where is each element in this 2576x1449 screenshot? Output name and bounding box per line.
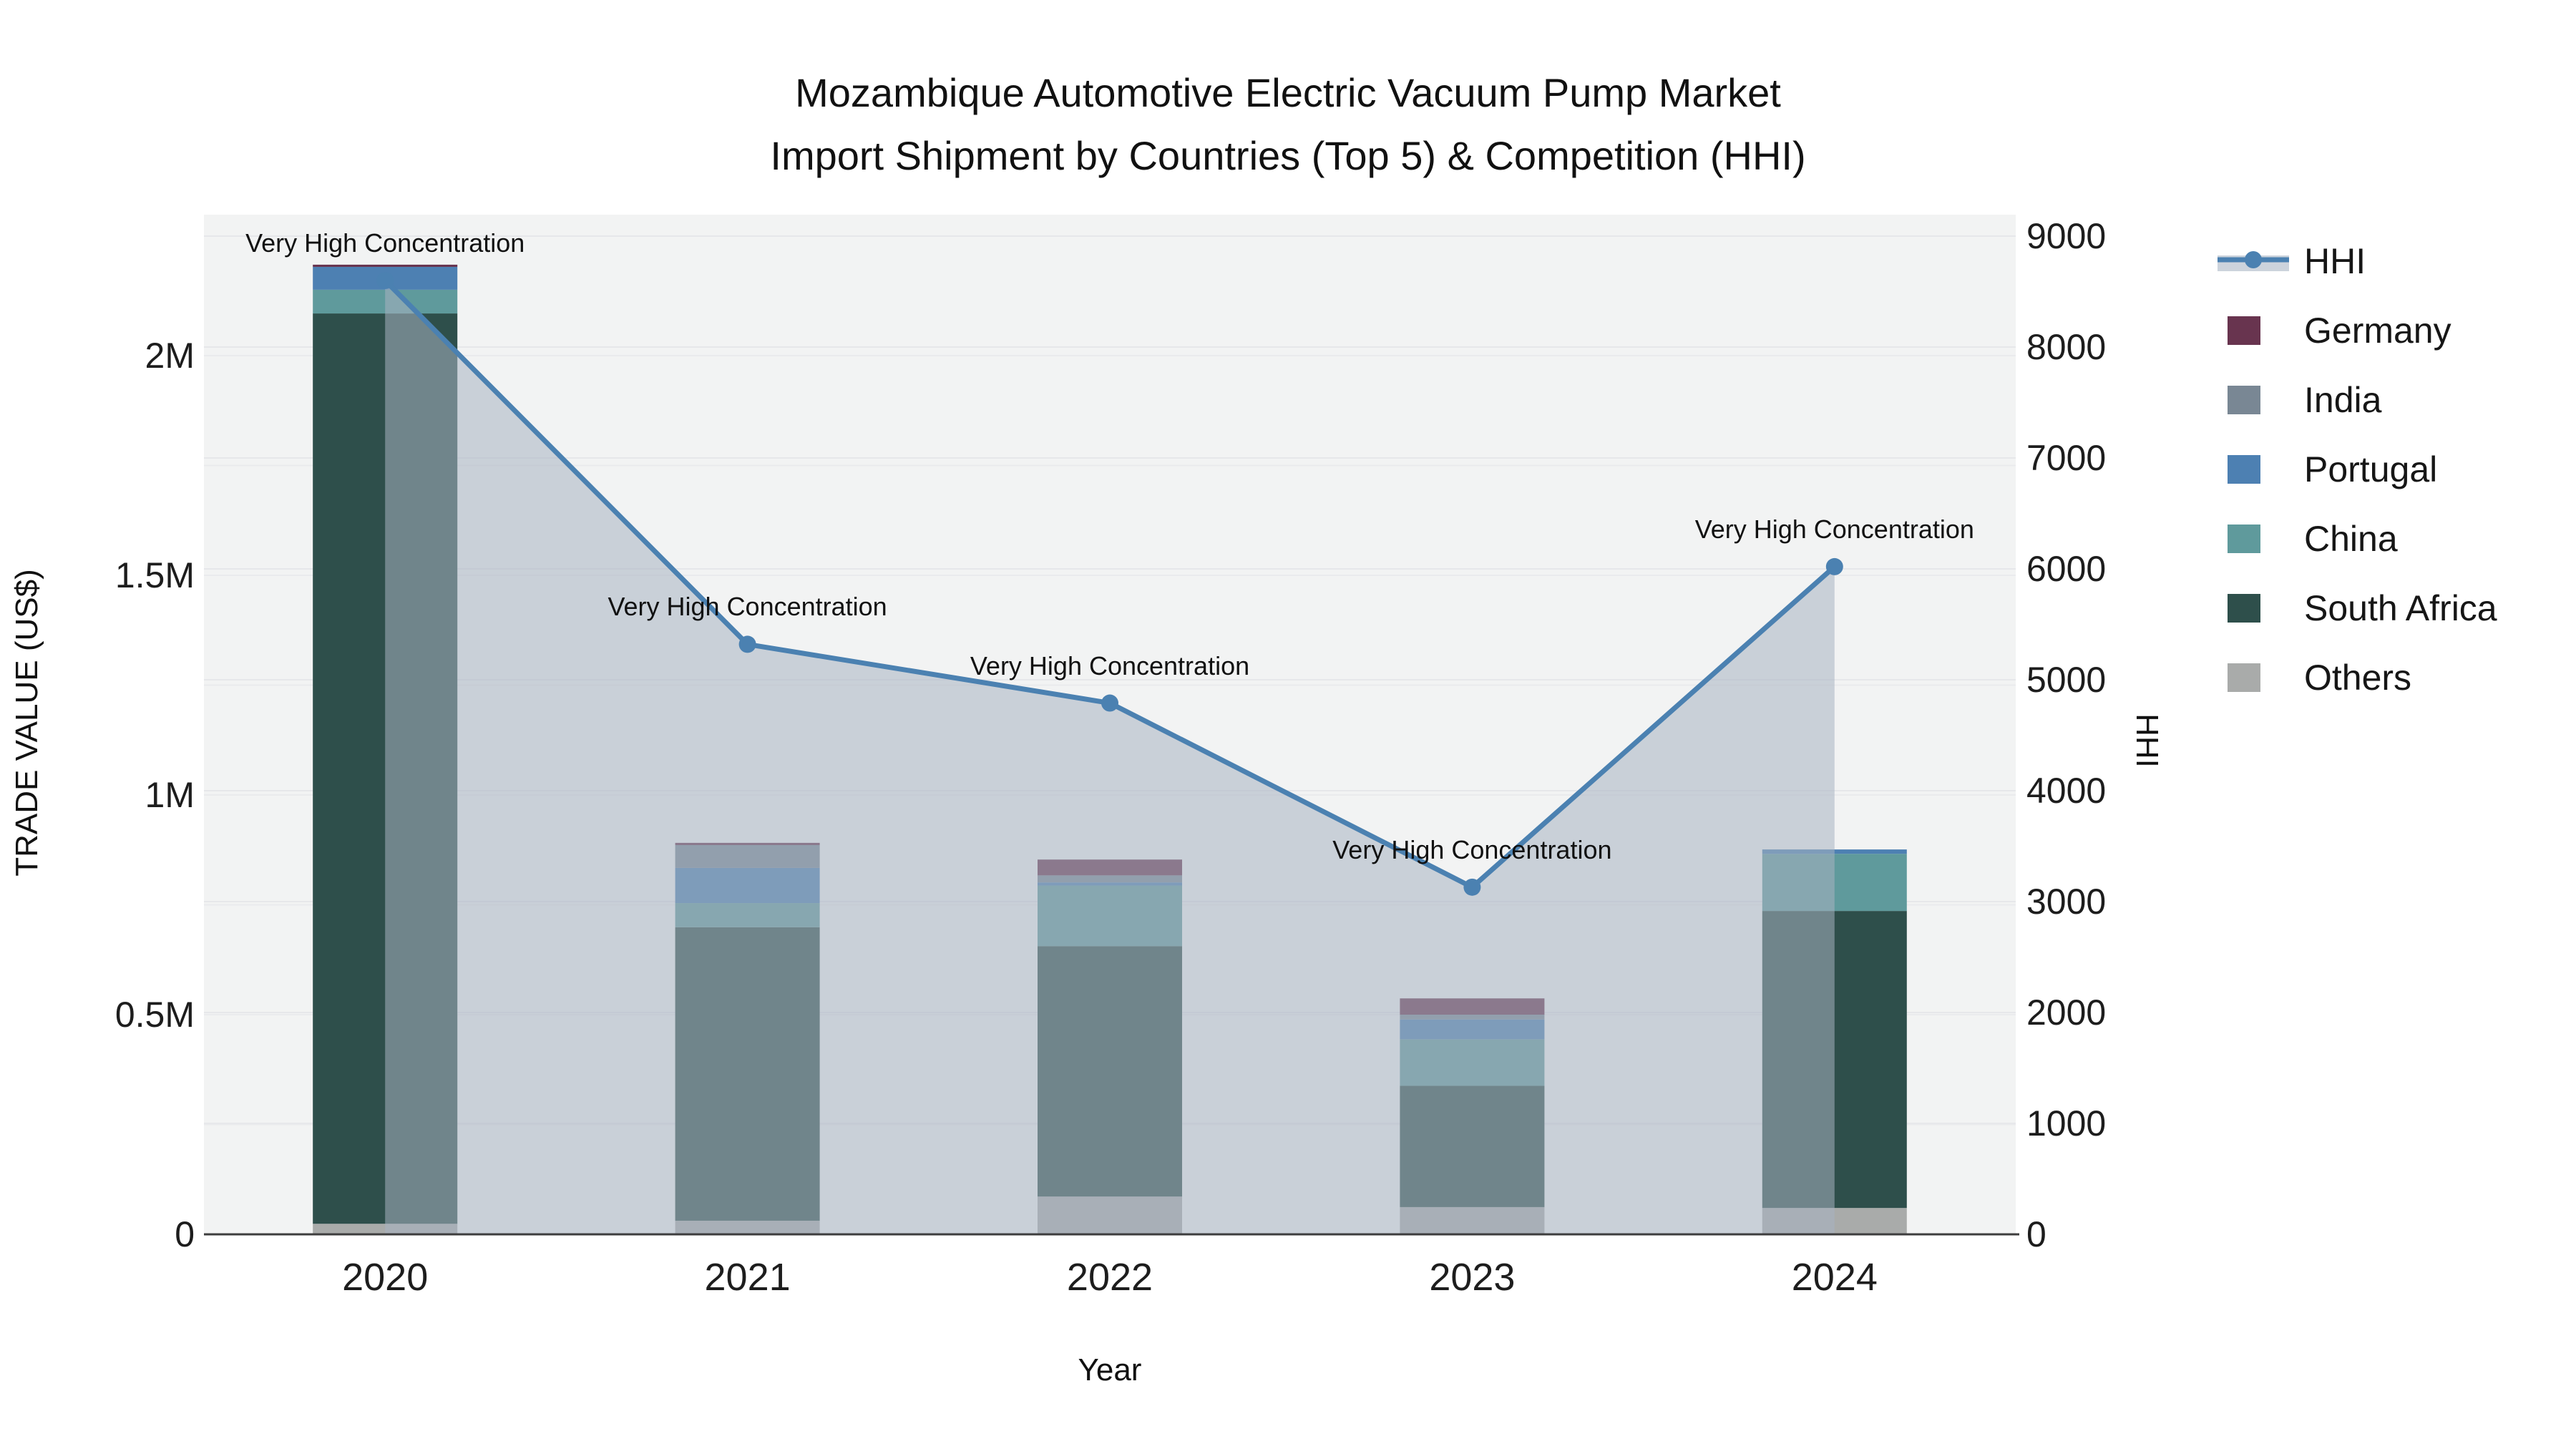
legend-item-china[interactable]: China (2215, 504, 2497, 573)
legend-label: Others (2304, 657, 2412, 698)
hhi-annotation-2021: Very High Concentration (608, 592, 887, 622)
hhi-annotation-2022: Very High Concentration (970, 650, 1250, 680)
legend-swatch-germany (2215, 316, 2304, 345)
hhi-annotation-2020: Very High Concentration (245, 228, 525, 258)
y-left-tick-label: 2M (145, 336, 195, 376)
legend-swatch-south-africa (2215, 593, 2304, 623)
legend-hhi-line-icon (2215, 245, 2304, 277)
legend-item-hhi[interactable]: HHI (2215, 226, 2497, 296)
x-tick-label-2020: 2020 (342, 1256, 429, 1299)
legend-item-south-africa[interactable]: South Africa (2215, 573, 2497, 643)
y-right-tick-label: 4000 (2026, 771, 2107, 811)
y-left-tick-label: 1M (145, 775, 195, 815)
y-right-tick-label: 7000 (2026, 438, 2107, 478)
legend-swatch-china (2215, 524, 2304, 553)
legend-item-germany[interactable]: Germany (2215, 296, 2497, 365)
hhi-annotation-2024: Very High Concentration (1694, 514, 1974, 544)
x-tick-label-2024: 2024 (1791, 1256, 1878, 1299)
hhi-marker-2022[interactable] (1101, 694, 1118, 712)
x-tick-label-2023: 2023 (1429, 1256, 1516, 1299)
hhi-area-fill (385, 280, 1835, 1234)
legend-label: Germany (2304, 310, 2451, 351)
y-right-tick-label: 8000 (2026, 327, 2107, 367)
hhi-annotation-2023: Very High Concentration (1332, 834, 1612, 864)
right-axis-title: HHI (2129, 713, 2165, 768)
y-left-tick-label: 0 (175, 1214, 195, 1254)
legend-swatch-portugal (2215, 454, 2304, 484)
legend-label: HHI (2304, 240, 2366, 281)
legend-label: India (2304, 379, 2382, 420)
left-axis-title: TRADE VALUE (US$) (9, 569, 44, 877)
legend-label: Portugal (2304, 449, 2438, 489)
y-left-tick-label: 0.5M (114, 995, 195, 1035)
x-tick-label-2022: 2022 (1066, 1256, 1153, 1299)
legend: HHI Germany India Portugal China South Africa… (2215, 226, 2497, 712)
hhi-marker-2024[interactable] (1825, 557, 1843, 575)
y-right-tick-label: 1000 (2026, 1103, 2107, 1143)
y-right-tick-label: 0 (2026, 1214, 2046, 1254)
y-right-tick-label: 6000 (2026, 549, 2107, 589)
legend-label: China (2304, 518, 2398, 559)
y-right-tick-label: 5000 (2026, 660, 2107, 700)
legend-item-india[interactable]: India (2215, 365, 2497, 434)
x-tick-label-2021: 2021 (704, 1256, 791, 1299)
y-right-tick-label: 2000 (2026, 992, 2107, 1033)
legend-swatch-india (2215, 385, 2304, 414)
y-right-tick-label: 9000 (2026, 216, 2107, 256)
hhi-marker-2020[interactable] (376, 272, 394, 289)
chart-title-line2: Import Shipment by Countries (Top 5) & C… (770, 133, 1806, 178)
legend-swatch-others (2215, 663, 2304, 692)
y-left-tick-label: 1.5M (114, 555, 195, 595)
hhi-marker-2021[interactable] (738, 635, 756, 653)
legend-label: South Africa (2304, 587, 2497, 628)
chart-title-line1: Mozambique Automotive Electric Vacuum Pu… (795, 70, 1781, 115)
bar-2020-germany[interactable] (313, 264, 458, 267)
hhi-marker-2023[interactable] (1463, 878, 1481, 896)
x-axis-title: Year (1078, 1352, 1142, 1387)
y-right-tick-label: 3000 (2026, 882, 2107, 922)
legend-item-portugal[interactable]: Portugal (2215, 434, 2497, 504)
legend-item-others[interactable]: Others (2215, 643, 2497, 712)
